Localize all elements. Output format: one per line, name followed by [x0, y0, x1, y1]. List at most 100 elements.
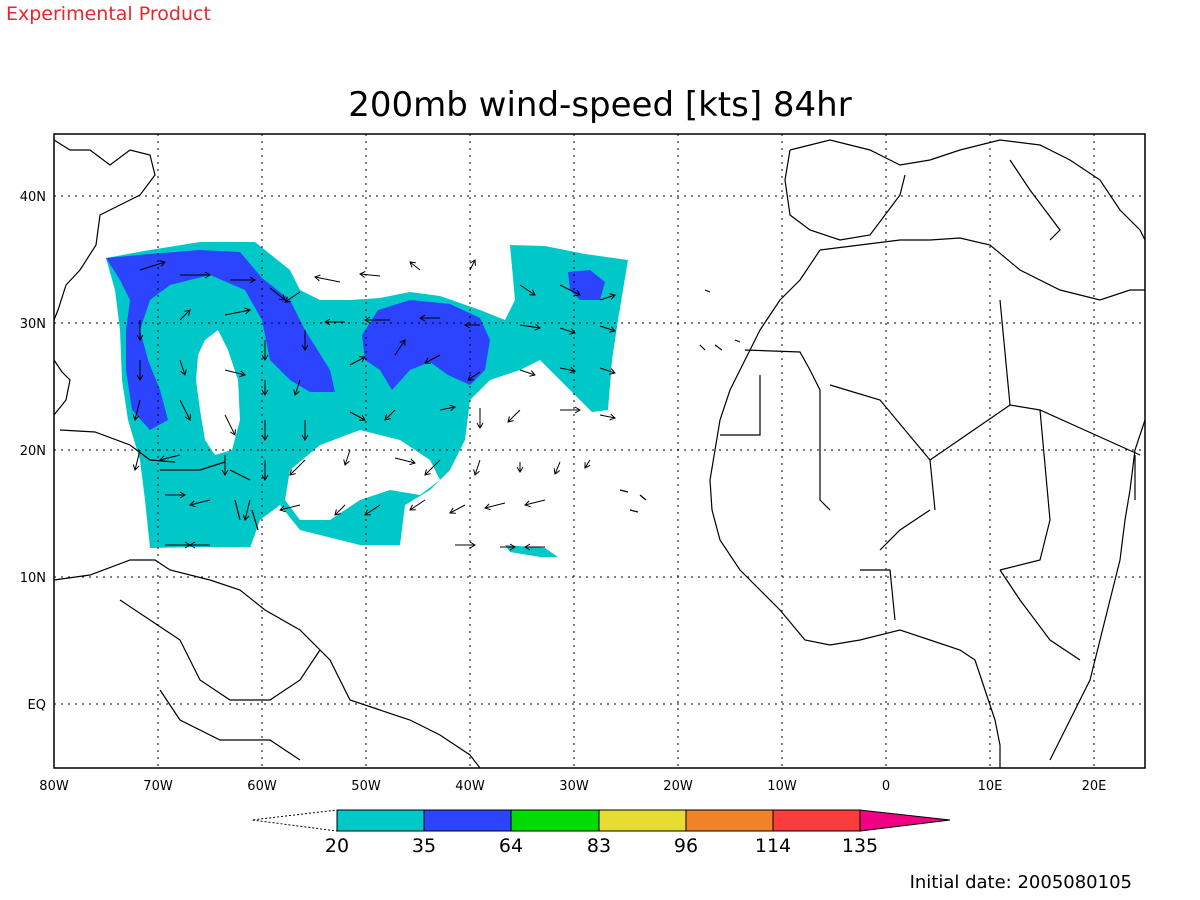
wind-vector-head: [293, 389, 300, 396]
wind-vector: [189, 499, 211, 506]
wind-vector-head: [359, 356, 366, 363]
wind-band-35-64-east: [568, 270, 605, 300]
lat-label: 30N: [20, 317, 46, 332]
wind-vector-head: [180, 369, 187, 376]
wind-vector-head: [409, 504, 416, 511]
wind-vector: [554, 461, 561, 475]
wind-vector: [559, 284, 581, 296]
wind-vector-head: [261, 354, 269, 361]
lon-label: 40W: [455, 779, 485, 794]
wind-vector: [224, 414, 236, 436]
wind-vector: [484, 502, 506, 509]
lon-label: 20W: [663, 779, 693, 794]
wind-vector: [584, 459, 591, 469]
wind-vector: [289, 459, 306, 476]
caribbean-islands: [59, 429, 259, 531]
wind-vector: [424, 459, 441, 476]
colorbar-swatch-20-35: [336, 809, 425, 832]
wind-vector-head: [359, 414, 366, 421]
wind-vector-head: [469, 541, 476, 549]
wind-vector-head: [609, 293, 616, 300]
lat-label: 10N: [20, 571, 46, 586]
wind-vector-head: [189, 500, 196, 508]
wind-vector: [139, 261, 166, 271]
map-frame: [53, 133, 1146, 769]
iberia-outline: [784, 149, 906, 241]
wind-vector-head: [159, 260, 166, 267]
wind-vector-head: [364, 316, 371, 324]
wind-vector: [599, 325, 616, 332]
lat-label: EQ: [28, 698, 46, 713]
lon-label: 10W: [767, 779, 797, 794]
wind-vector-head: [184, 309, 191, 316]
wind-vector-head: [221, 469, 229, 476]
colorbar-label: 114: [755, 835, 791, 857]
wind-vector-head: [159, 455, 166, 463]
wind-vector: [269, 287, 286, 301]
wind-vector-head: [301, 344, 309, 351]
wind-vector-head: [609, 368, 616, 375]
wind-vector-head: [574, 406, 581, 414]
wind-vector-head: [469, 259, 476, 266]
colorbar-label: 83: [587, 835, 611, 857]
wind-vector: [467, 371, 481, 381]
wind-vector-head: [464, 321, 471, 329]
wind-vector-head: [399, 339, 406, 346]
wind-vector: [519, 324, 541, 329]
atlantic-islands: [619, 289, 741, 513]
wind-vector: [349, 411, 366, 421]
wind-vector: [244, 499, 251, 521]
low-wind-hole-south: [250, 505, 360, 548]
wind-vector: [359, 273, 381, 277]
wind-vector-head: [476, 422, 484, 429]
wind-vector-head: [524, 543, 531, 551]
wind-vector-head: [569, 328, 576, 335]
wind-vector-head: [529, 289, 536, 296]
wind-vector-head: [242, 514, 250, 521]
colorbar-swatch-83-96: [598, 809, 687, 832]
wind-vector-head: [529, 370, 536, 377]
wind-vector-head: [516, 466, 524, 473]
wind-vector-head: [534, 323, 541, 331]
wind-vector-head: [524, 500, 531, 508]
wind-vector-head: [409, 261, 416, 268]
wind-band-35-64-central: [362, 300, 490, 390]
lon-label: 0: [882, 779, 890, 794]
wind-vector: [314, 276, 341, 283]
wind-vector: [409, 499, 426, 511]
colorbar-swatch-96-114: [685, 809, 774, 832]
coastlines: [53, 139, 1146, 769]
italy-outline: [1009, 159, 1061, 241]
wind-vector: [474, 459, 481, 476]
wind-vector-head: [261, 474, 269, 481]
wind-vector-head: [584, 462, 591, 469]
colorbar-low-triangle: [251, 809, 338, 832]
wind-vector: [394, 339, 406, 356]
wind-vector-head: [249, 276, 256, 284]
lon-label: 60W: [247, 779, 277, 794]
wind-vector: [599, 414, 616, 419]
wind-vector-head: [364, 509, 371, 516]
wind-vector: [134, 399, 141, 421]
wind-vector-head: [467, 374, 474, 381]
colorbar-swatch-114-135: [772, 809, 861, 832]
wind-vector-head: [484, 503, 491, 511]
wind-vector: [179, 309, 191, 321]
lon-label: 30W: [559, 779, 589, 794]
wind-vector-head: [261, 389, 269, 396]
wind-vector: [449, 504, 466, 514]
wind-vector-head: [424, 469, 431, 476]
wind-vector-head: [136, 334, 144, 341]
wind-vector: [507, 409, 521, 423]
wind-vector: [179, 399, 191, 421]
latitude-axis: 40N 30N 20N 10N EQ: [20, 190, 46, 713]
wind-vector: [424, 354, 441, 364]
lat-label: 20N: [20, 444, 46, 459]
colorbar-swatch-35-64: [423, 809, 512, 832]
wind-vector-head: [204, 271, 211, 279]
longitude-axis: 80W 70W 60W 50W 40W 30W 20W 10W 0 10E 20…: [39, 779, 1106, 794]
wind-vector-head: [507, 416, 514, 423]
africa-outline: [709, 237, 1145, 768]
wind-vector-head: [279, 505, 286, 513]
